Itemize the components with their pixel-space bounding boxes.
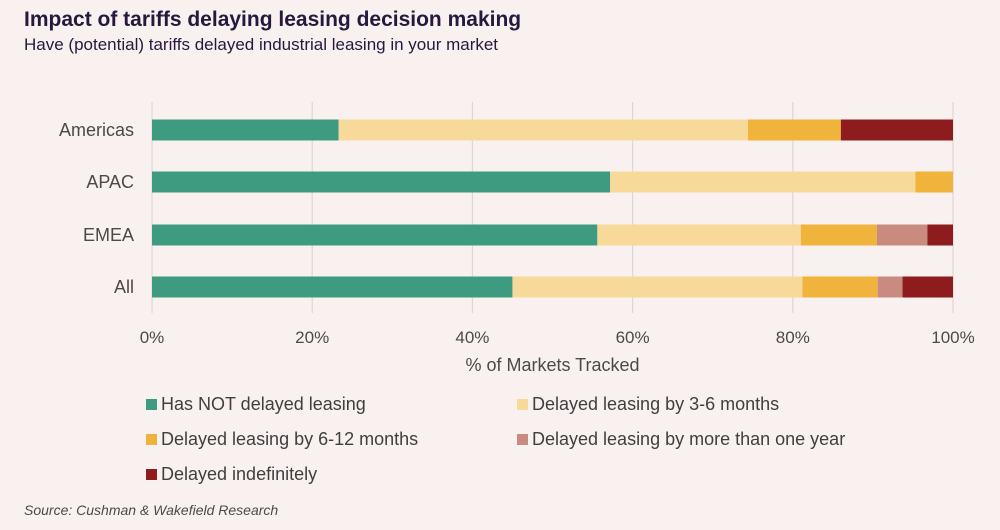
x-tick-label: 0% (140, 328, 165, 347)
bar-segment (152, 171, 611, 193)
bar-segment (800, 224, 877, 246)
x-tick-label: 40% (455, 328, 489, 347)
legend-swatch (517, 434, 528, 445)
legend-swatch (146, 434, 157, 445)
x-tick-label: 20% (295, 328, 329, 347)
legend-item: Delayed leasing by 3-6 months (517, 394, 779, 415)
legend-item: Delayed leasing by 6-12 months (146, 429, 418, 450)
bar-segment (840, 119, 953, 141)
category-label: Americas (59, 120, 134, 140)
legend-swatch (517, 399, 528, 410)
bar-segment (902, 276, 953, 298)
legend-item: Has NOT delayed leasing (146, 394, 366, 415)
bar-segment (802, 276, 878, 298)
chart-subtitle: Have (potential) tariffs delayed industr… (24, 35, 499, 54)
x-tick-label: 100% (931, 328, 974, 347)
legend-label: Delayed leasing by more than one year (532, 429, 846, 449)
bar-segment (152, 119, 339, 141)
bar-segment (152, 224, 598, 246)
bar-segment (152, 276, 513, 298)
category-label: All (114, 277, 134, 297)
legend-swatch (146, 399, 157, 410)
bar-segment (338, 119, 748, 141)
bar-segment (927, 224, 953, 246)
legend-label: Delayed leasing by 3-6 months (532, 394, 780, 414)
x-tick-label: 60% (616, 328, 650, 347)
legend-label: Delayed indefinitely (161, 464, 318, 484)
legend-label: Has NOT delayed leasing (161, 394, 366, 414)
source-note: Source: Cushman & Wakefield Research (24, 502, 279, 518)
category-label: EMEA (83, 225, 134, 245)
x-tick-label: 80% (776, 328, 810, 347)
bar-segment (597, 224, 801, 246)
bar-segment (877, 276, 903, 298)
x-axis-title: % of Markets Tracked (465, 355, 639, 375)
legend-item: Delayed leasing by more than one year (517, 429, 845, 450)
bar-segment (915, 171, 953, 193)
bar-segment (747, 119, 841, 141)
legend-label: Delayed leasing by 6-12 months (161, 429, 419, 449)
chart-title: Impact of tariffs delaying leasing decis… (24, 8, 522, 31)
bar-segment (610, 171, 916, 193)
legend-item: Delayed indefinitely (146, 464, 317, 485)
category-label: APAC (86, 172, 134, 192)
bar-segment (876, 224, 928, 246)
legend-swatch (146, 469, 157, 480)
bar-segment (512, 276, 803, 298)
